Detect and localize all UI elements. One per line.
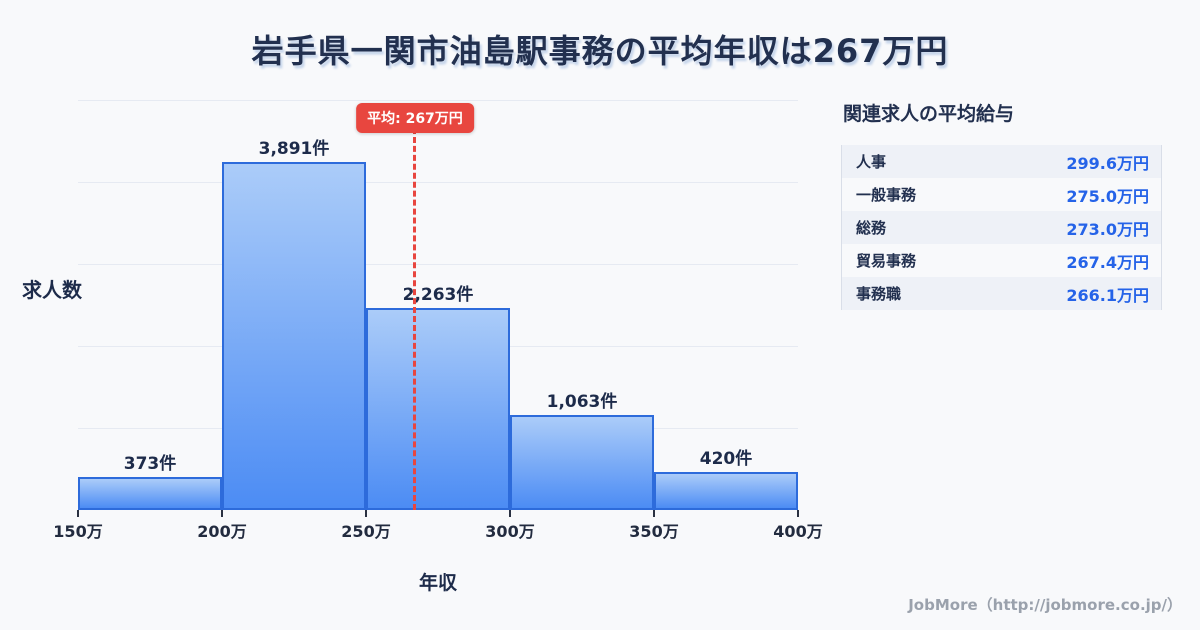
page-title: 岩手県一関市油島駅事務の平均年収は267万円 xyxy=(251,32,949,70)
x-axis-tick xyxy=(365,510,367,517)
list-item: 事務職 266.1万円 xyxy=(842,277,1161,310)
x-axis-tick-label: 400万 xyxy=(773,522,823,541)
x-axis-label: 年収 xyxy=(418,572,458,594)
x-axis-tick xyxy=(221,510,223,517)
average-line xyxy=(413,128,417,510)
x-axis-tick-label: 350万 xyxy=(629,522,679,541)
x-axis-tick xyxy=(797,510,799,517)
job-category-label: 人事 xyxy=(856,153,887,171)
gridline xyxy=(78,264,798,265)
related-salary-panel-title: 関連求人の平均給与 xyxy=(843,103,1015,125)
histogram-bar: 1,063件 xyxy=(510,392,654,510)
list-item: 一般事務 275.0万円 xyxy=(842,178,1161,211)
x-axis-tick-label: 300万 xyxy=(485,522,535,541)
histogram-bar: 2,263件 xyxy=(366,285,510,510)
job-salary-value: 267.4万円 xyxy=(1066,252,1149,272)
job-salary-value: 299.6万円 xyxy=(1066,153,1149,173)
bar-value-label: 1,063件 xyxy=(546,392,618,412)
job-salary-value: 273.0万円 xyxy=(1066,219,1149,239)
gridline xyxy=(78,182,798,183)
related-salary-list: 人事 299.6万円 一般事務 275.0万円 総務 273.0万円 貿易事務 … xyxy=(841,145,1162,310)
job-category-label: 総務 xyxy=(856,219,887,237)
list-item: 人事 299.6万円 xyxy=(842,145,1161,178)
bar-value-label: 420件 xyxy=(699,449,753,469)
x-axis-tick-label: 250万 xyxy=(341,522,391,541)
bar-value-label: 2,263件 xyxy=(402,285,474,305)
job-category-label: 一般事務 xyxy=(856,186,917,204)
histogram-bar: 3,891件 xyxy=(222,139,366,510)
histogram-bar: 420件 xyxy=(654,449,798,510)
x-axis-tick xyxy=(653,510,655,517)
x-axis-tick-label: 150万 xyxy=(53,522,103,541)
bar-value-label: 3,891件 xyxy=(258,139,330,159)
x-axis-tick xyxy=(509,510,511,517)
list-item: 貿易事務 267.4万円 xyxy=(842,244,1161,277)
job-category-label: 貿易事務 xyxy=(856,252,917,270)
plot-area: 373件 3,891件 2,263件 1,063件 420件 平均: 267万円 xyxy=(78,100,798,510)
job-salary-value: 266.1万円 xyxy=(1066,285,1149,305)
histogram-bar: 373件 xyxy=(78,454,222,510)
average-badge: 平均: 267万円 xyxy=(356,103,474,133)
job-salary-value: 275.0万円 xyxy=(1066,186,1149,206)
bar-value-label: 373件 xyxy=(123,454,177,474)
job-category-label: 事務職 xyxy=(856,285,902,303)
x-axis-tick xyxy=(77,510,79,517)
list-item: 総務 273.0万円 xyxy=(842,211,1161,244)
footer-credit: JobMore（http://jobmore.co.jp/） xyxy=(908,596,1182,614)
gridline xyxy=(78,100,798,101)
y-axis-label: 求人数 xyxy=(22,278,82,302)
x-axis-tick-label: 200万 xyxy=(197,522,247,541)
